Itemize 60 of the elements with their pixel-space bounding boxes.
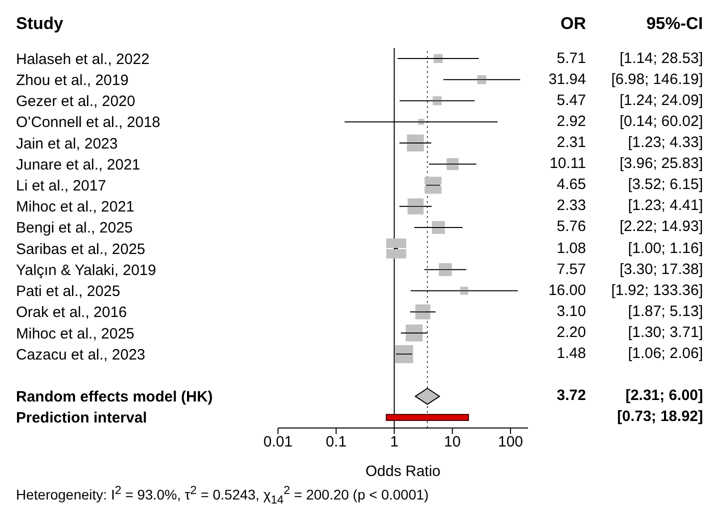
text: OR [560,14,586,34]
text: [0.73; 18.92] [617,408,703,426]
y-tick-label: Jain et al, 2023 [16,135,118,152]
y-tick-label: Random effects model (HK) [16,388,213,406]
x-tick-label: 0.1 [326,434,347,451]
text: [1.30; 3.71] [628,324,703,342]
text: [3.30; 17.38] [620,260,703,279]
text: 1.08 [556,240,586,258]
y-tick-label: Orak et al., 2016 [16,304,127,322]
text: 4.65 [556,176,586,194]
text: 2.31 [556,134,586,152]
y-tick-label: Bengi et al., 2025 [16,220,133,237]
text: [1.06; 2.06] [628,345,703,364]
text: 31.94 [548,70,586,89]
text: [1.87; 5.13] [628,302,703,321]
text: 7.57 [556,260,586,279]
text: [1.23; 4.33] [628,134,703,152]
text: [3.52; 6.15] [628,176,703,194]
text: [2.31; 6.00] [625,387,703,406]
text: 2.92 [556,112,586,131]
x-tick-label: 10 [444,434,461,451]
text: 10.11 [550,155,586,174]
text: [1.24; 24.09] [620,92,703,110]
y-tick-label: Pati et al., 2025 [16,283,120,300]
y-tick-label: Mihoc et al., 2021 [16,198,134,216]
x-axis-title: Odds Ratio [365,463,441,480]
text: Heterogeneity: I$^{2}$ = 93.0%, τ$^{2}$ = 0.5243, χ$_{14}$$^{2}$ = 200.20 (p < 0.0001) [16,484,429,506]
x-tick-label: 1 [390,434,398,451]
text: 3.72 [556,387,586,406]
y-tick-label: Prediction interval [16,410,147,427]
text: 5.76 [556,218,586,236]
text: 3.10 [556,302,586,321]
text: 5.47 [556,92,586,110]
y-tick-label: Saribas et al., 2025 [16,240,146,258]
text: [1.23; 4.41] [628,197,703,216]
y-tick-label: Cazacu et al., 2023 [16,346,146,364]
text: 2.20 [556,324,586,342]
text: [0.14; 60.02] [620,112,703,131]
y-tick-label: Yalçın & Yalaki, 2019 [16,262,156,279]
text: Study [16,14,64,34]
text: [1.92; 133.36] [611,282,703,300]
y-tick-label: Gezer et al., 2020 [16,93,136,110]
text: [1.14; 28.53] [620,50,703,68]
text: 5.71 [556,50,586,68]
text: 1.48 [556,345,586,364]
text: 2.33 [556,197,586,216]
x-tick-label: 0.01 [263,434,293,451]
x-tick-label: 100 [498,434,524,451]
text: 16.00 [548,282,586,300]
text: [2.22; 14.93] [620,218,703,236]
y-tick-label: Mihoc et al., 2025 [16,325,134,342]
text: 95%-CI [646,14,703,34]
y-tick-label: Li et al., 2017 [16,177,106,194]
y-tick-label: Halaseh et al., 2022 [16,50,150,68]
text: [6.98; 146.19] [611,70,703,89]
text: [3.96; 25.83] [620,155,703,174]
text: [1.00; 1.16] [628,240,703,258]
y-tick-label: Junare et al., 2021 [16,156,140,174]
y-tick-label: O’Connell et al., 2018 [16,114,160,132]
y-tick-label: Zhou et al., 2019 [16,72,129,89]
